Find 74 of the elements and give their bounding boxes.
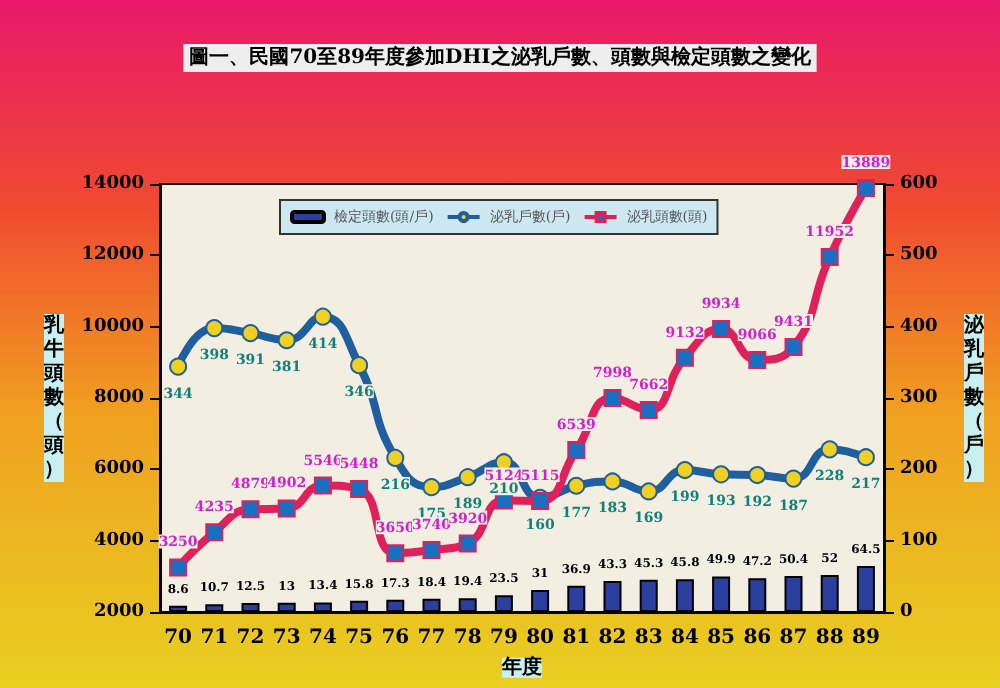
x-tick-label: 88 bbox=[815, 627, 844, 649]
point bbox=[350, 480, 369, 499]
y-tick-label: 4000 bbox=[93, 530, 144, 551]
x-tick-label: 83 bbox=[634, 627, 663, 649]
x-tick-label: 86 bbox=[743, 627, 772, 649]
x-tick-label: 87 bbox=[779, 627, 808, 649]
point bbox=[639, 401, 658, 420]
x-tick-label: 89 bbox=[851, 627, 880, 649]
point bbox=[856, 448, 875, 467]
point bbox=[712, 465, 731, 484]
point bbox=[313, 476, 332, 495]
x-tick-label: 81 bbox=[562, 627, 591, 649]
point bbox=[169, 357, 188, 376]
point bbox=[241, 324, 260, 343]
y-tick-label: 8000 bbox=[93, 388, 144, 408]
x-tick-label: 73 bbox=[272, 627, 301, 649]
x-axis-title: 年度 bbox=[500, 654, 542, 679]
point bbox=[205, 523, 224, 542]
x-tick-label: 77 bbox=[417, 627, 446, 649]
point bbox=[386, 448, 405, 467]
point bbox=[277, 499, 296, 518]
point bbox=[856, 178, 875, 197]
x-tick-label: 85 bbox=[707, 627, 736, 649]
point bbox=[748, 466, 767, 485]
y-tick-label: 6000 bbox=[93, 459, 144, 480]
point bbox=[567, 476, 586, 495]
point bbox=[205, 319, 224, 338]
point bbox=[350, 356, 369, 375]
point bbox=[675, 461, 694, 480]
x-tick-label: 71 bbox=[200, 627, 229, 649]
x-tick-label: 84 bbox=[670, 627, 699, 649]
point bbox=[603, 472, 622, 491]
point bbox=[458, 468, 477, 487]
point bbox=[748, 350, 767, 369]
y2-tick-label: 500 bbox=[900, 245, 938, 266]
point bbox=[277, 331, 296, 350]
x-tick-label: 79 bbox=[489, 627, 518, 649]
y-tick-label: 12000 bbox=[81, 245, 144, 266]
x-tick-label: 76 bbox=[381, 627, 410, 649]
y2-tick-label: 600 bbox=[900, 174, 938, 194]
point bbox=[422, 540, 441, 559]
point bbox=[422, 478, 441, 497]
x-tick-label: 74 bbox=[308, 627, 337, 649]
point bbox=[567, 441, 586, 460]
y2-axis-title: 泌乳戶數（戶） bbox=[962, 313, 986, 481]
y-tick-label: 10000 bbox=[81, 316, 144, 337]
point bbox=[169, 558, 188, 577]
y-tick-label: 2000 bbox=[93, 602, 144, 622]
x-tick-label: 78 bbox=[453, 627, 482, 649]
y2-tick-label: 100 bbox=[900, 530, 938, 551]
x-tick-label: 72 bbox=[236, 627, 265, 649]
y2-tick-label: 300 bbox=[900, 388, 938, 408]
point bbox=[313, 307, 332, 326]
y2-tick-label: 200 bbox=[900, 459, 938, 480]
point bbox=[639, 482, 658, 501]
point bbox=[820, 248, 839, 267]
point bbox=[241, 500, 260, 519]
y-axis-title: 乳牛頭數（頭） bbox=[42, 313, 66, 481]
point bbox=[675, 348, 694, 367]
x-tick-label: 70 bbox=[164, 627, 193, 649]
point bbox=[386, 544, 405, 563]
point bbox=[712, 320, 731, 339]
point bbox=[820, 440, 839, 459]
chart-title: 圖一、民國70至89年度參加DHI之泌乳戶數、頭數與檢定頭數之變化 bbox=[189, 45, 813, 69]
x-tick-label: 82 bbox=[598, 627, 627, 649]
point bbox=[603, 389, 622, 408]
x-tick-label: 80 bbox=[526, 627, 555, 649]
point bbox=[784, 337, 803, 356]
y-tick-label: 14000 bbox=[81, 174, 144, 194]
y2-tick-label: 400 bbox=[900, 316, 938, 337]
y2-tick-label: 0 bbox=[900, 602, 913, 622]
point bbox=[458, 534, 477, 553]
x-tick-label: 75 bbox=[345, 627, 374, 649]
point bbox=[784, 469, 803, 488]
